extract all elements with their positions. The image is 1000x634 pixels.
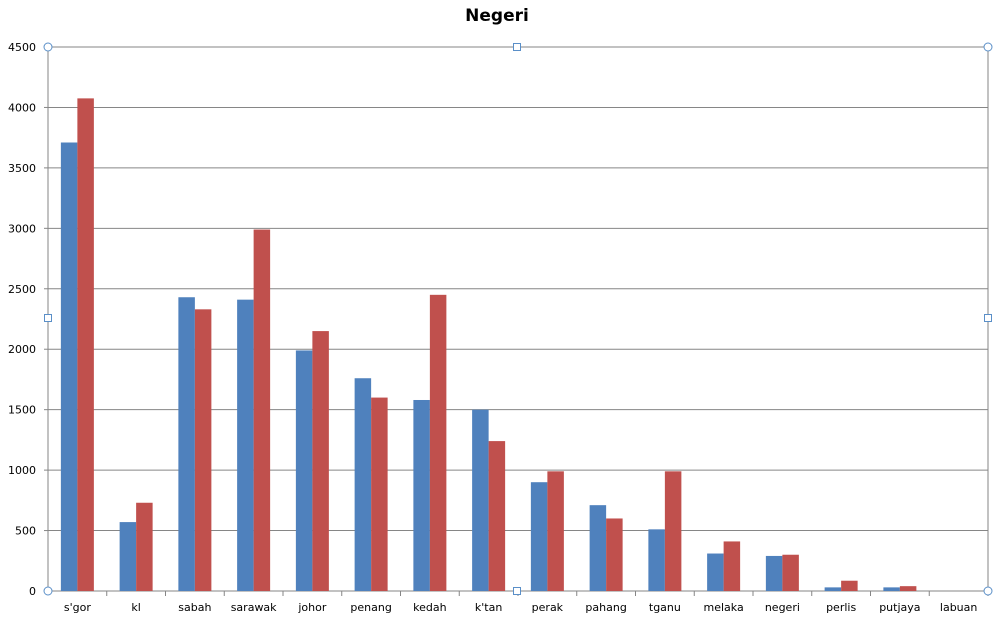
bar-series2-4: [312, 331, 329, 591]
bar-series1-9: [589, 505, 607, 591]
bar-series2-9: [606, 518, 623, 591]
y-tick-label: 4500: [8, 41, 36, 54]
edge-resize-handle[interactable]: [984, 314, 992, 322]
bar-series2-10: [664, 471, 682, 591]
y-axis-ticks: 0 500 1000 1500 2000 2500 3000 3500 4000 4500: [8, 41, 36, 598]
x-tick-label: kl: [131, 601, 140, 614]
bar-series2-14: [899, 586, 917, 591]
x-tick-label: negeri: [765, 601, 800, 614]
bar-series2-5: [371, 397, 388, 591]
x-tick-label: perlis: [826, 601, 856, 614]
bar-series2-6: [429, 294, 447, 591]
y-tick-label: 2000: [8, 343, 36, 356]
x-tick-label: sarawak: [231, 601, 277, 614]
bar-series1-12: [765, 555, 783, 591]
corner-resize-handle[interactable]: [43, 42, 53, 52]
bar-series1-3: [237, 299, 254, 591]
bar-series1-13: [824, 587, 842, 591]
x-tick-label: perak: [532, 601, 564, 614]
bar-series2-13: [841, 580, 858, 591]
y-tick-label: 4000: [8, 101, 36, 114]
edge-resize-handle[interactable]: [44, 314, 52, 322]
y-tick-label: 500: [15, 525, 36, 538]
x-tick-label: k'tan: [475, 601, 502, 614]
y-tick-label: 1000: [8, 464, 36, 477]
x-tick-label: s'gor: [64, 601, 91, 614]
bar-series1-8: [530, 482, 548, 591]
bar-series2-12: [782, 554, 799, 591]
x-tick-label: melaka: [704, 601, 744, 614]
bar-series2-1: [136, 502, 153, 591]
bar-series2-0: [77, 98, 94, 591]
x-tick-label: johor: [297, 601, 326, 614]
bar-series2-7: [488, 441, 506, 591]
bar-series2-8: [547, 471, 564, 591]
y-tick-label: 1500: [8, 404, 36, 417]
corner-resize-handle[interactable]: [983, 42, 993, 52]
x-tick-label: kedah: [413, 601, 446, 614]
edge-resize-handle[interactable]: [513, 587, 521, 595]
y-tick-label: 3000: [8, 222, 36, 235]
bars: [60, 98, 917, 591]
bar-series1-5: [354, 378, 372, 591]
bar-series2-2: [194, 309, 212, 591]
y-tick-label: 0: [29, 585, 36, 598]
x-tick-label: labuan: [940, 601, 977, 614]
x-tick-label: penang: [350, 601, 391, 614]
y-tick-label: 3500: [8, 162, 36, 175]
edge-resize-handle[interactable]: [513, 43, 521, 51]
bar-series1-10: [648, 529, 665, 591]
bar-series1-0: [60, 142, 78, 591]
bar-series1-7: [472, 409, 489, 591]
bar-series1-4: [295, 350, 313, 591]
bar-series1-2: [178, 297, 195, 591]
bar-series1-1: [119, 522, 137, 591]
bar-series1-6: [413, 399, 430, 591]
selection-handles[interactable]: [43, 42, 993, 596]
x-tick-label: pahang: [585, 601, 626, 614]
y-tick-label: 2500: [8, 283, 36, 296]
corner-resize-handle[interactable]: [983, 586, 993, 596]
x-tick-label: sabah: [178, 601, 211, 614]
x-tick-label: tganu: [649, 601, 681, 614]
x-tick-label: putjaya: [879, 601, 920, 614]
bar-series1-14: [883, 587, 900, 591]
chart-title: Negeri: [465, 6, 529, 26]
bar-series2-11: [723, 541, 741, 591]
bar-series2-3: [253, 229, 271, 591]
bar-series1-11: [707, 553, 724, 591]
corner-resize-handle[interactable]: [43, 586, 53, 596]
x-axis-labels: s'gor kl sabah sarawak johor penang kedah k'tan…: [64, 601, 978, 614]
